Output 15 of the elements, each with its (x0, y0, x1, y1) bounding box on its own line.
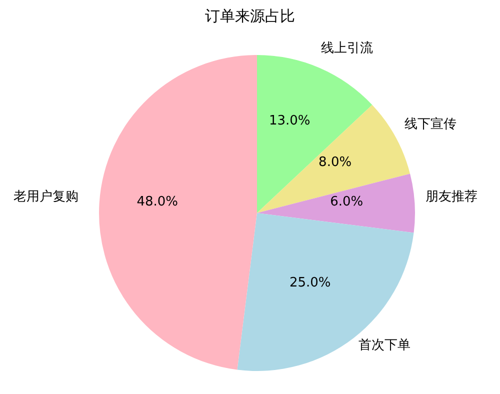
pie-slice (257, 55, 372, 213)
data-label: 6.0% (330, 194, 364, 210)
slice-label: 线下宣传 (404, 116, 456, 132)
data-label: 13.0% (268, 113, 310, 128)
data-label: 8.0% (318, 154, 352, 170)
slice-label: 首次下单 (358, 338, 411, 353)
pie-slice (257, 174, 415, 233)
slice-label: 线上引流 (321, 40, 374, 56)
data-label: 25.0% (289, 275, 331, 290)
slice-label: 老用户复购 (14, 190, 79, 205)
pie-slice (99, 55, 257, 370)
pie-slice (237, 213, 414, 371)
chart-title: 订单来源占比 (205, 7, 295, 25)
slice-label: 朋友推荐 (425, 190, 478, 205)
data-label: 48.0% (136, 194, 178, 210)
